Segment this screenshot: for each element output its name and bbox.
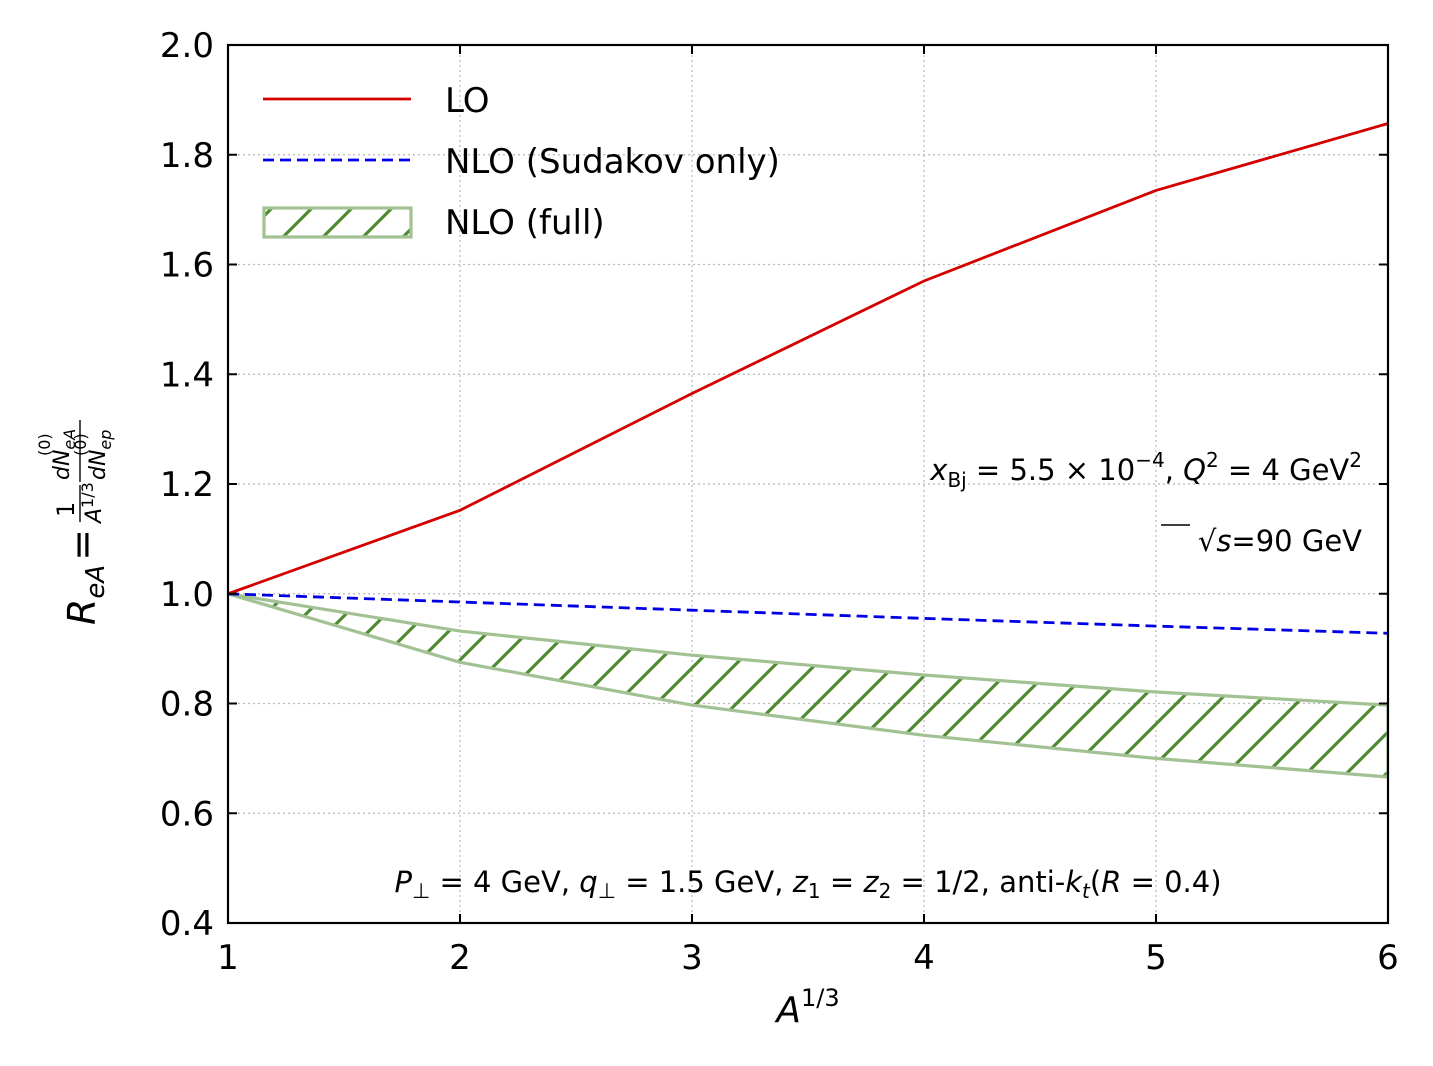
x-tick-label: 5 — [1145, 938, 1167, 978]
y-tick-label: 2.0 — [160, 26, 214, 66]
kinematics-annotation: xBj = 5.5 × 10−4, Q2 = 4 GeV2 — [929, 448, 1362, 492]
y-tick-label: 1.6 — [160, 246, 214, 286]
y-tick-label: 1.2 — [160, 465, 214, 505]
y-tick-label: 1.0 — [160, 575, 214, 615]
svg-text:1: 1 — [52, 502, 80, 517]
svg-text:ReA=: ReA= — [60, 529, 111, 625]
axis-ticks — [227, 44, 1389, 924]
y-tick-label: 0.8 — [160, 685, 214, 725]
svg-text:(0): (0) — [35, 433, 54, 456]
x-tick-label: 2 — [449, 938, 471, 978]
energy-annotation: √s=90 GeV — [1198, 524, 1362, 558]
y-tick-label: 0.6 — [160, 794, 214, 834]
nlo-sudakov-line — [228, 592, 1388, 635]
svg-text:A1/3: A1/3 — [78, 482, 107, 525]
y-axis-title: ReA= 1 A1/3 dNeA (0) dNep (0) — [35, 420, 115, 625]
y-tick-label: 1.4 — [160, 355, 214, 395]
svg-text:dNep: dNep — [86, 430, 115, 480]
legend-lo-label: LO — [445, 81, 490, 121]
legend-full-label: NLO (full) — [445, 203, 605, 243]
lo-line — [228, 122, 1388, 596]
x-tick-label: 3 — [681, 938, 703, 978]
x-tick-label: 1 — [217, 938, 239, 978]
y-tick-label: 1.8 — [160, 136, 214, 176]
x-axis-title: A1/3 — [774, 984, 839, 1031]
x-tick-label: 4 — [913, 938, 935, 978]
svg-text:(0): (0) — [71, 433, 90, 456]
legend-full-swatch — [262, 206, 413, 239]
legend-sudakov-label: NLO (Sudakov only) — [445, 142, 780, 182]
x-tick-label: 6 — [1377, 938, 1399, 978]
grid-lines — [228, 45, 1388, 923]
nlo-full-band — [228, 592, 1388, 779]
tick-labels: 1 2 3 4 5 6 0.4 0.6 0.8 1.0 1.2 1.4 1.6 1.8 2.0 — [160, 26, 1399, 978]
y-tick-label: 0.4 — [160, 904, 214, 944]
svg-text:dNeA: dNeA — [50, 429, 79, 480]
cuts-annotation: P⊥ = 4 GeV, q⊥ = 1.5 GeV, z1 = z2 = 1/2,… — [394, 865, 1221, 903]
legend: LO NLO (Sudakov only) NLO (full) — [262, 81, 780, 243]
